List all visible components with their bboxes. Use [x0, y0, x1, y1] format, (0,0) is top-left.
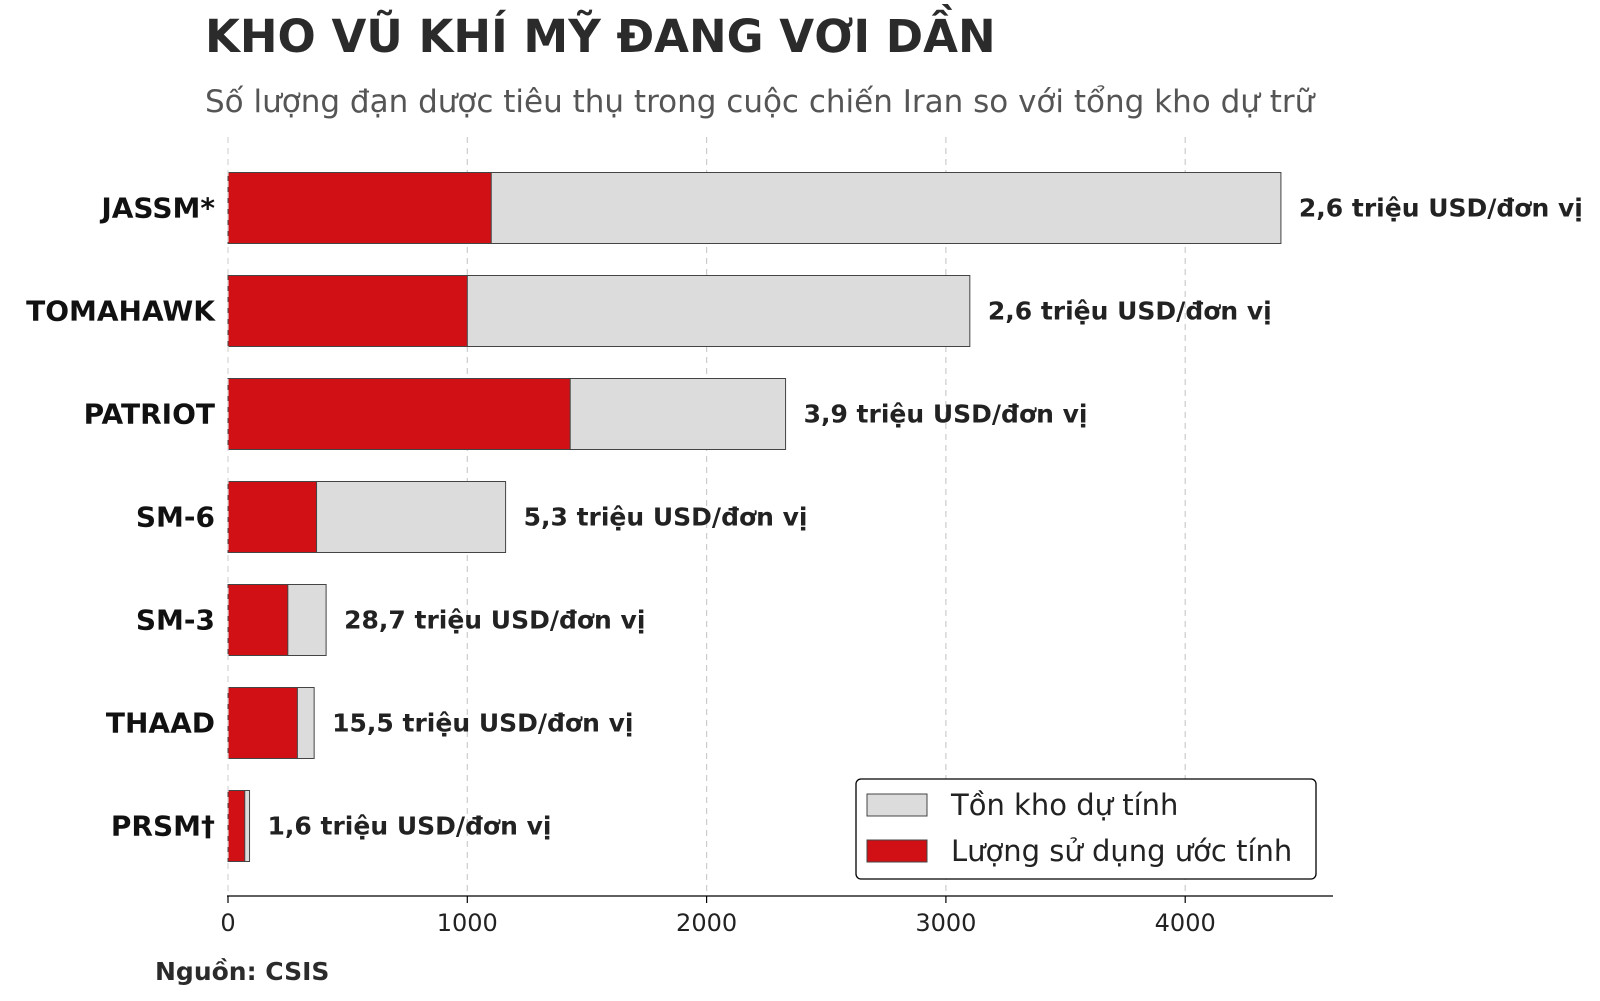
legend-swatch	[866, 793, 928, 817]
category-label: SM-6	[136, 501, 215, 534]
x-tick-label: 3000	[915, 909, 976, 937]
category-label: SM-3	[136, 604, 215, 637]
data-label: 2,6 triệu USD/đơn vị	[988, 297, 1272, 326]
labels: JASSM* 2,6 triệu USD/đơn vị TOMAHAWK 2,6 tr…	[26, 192, 1583, 843]
used-bar	[227, 687, 298, 759]
chart-title: KHO VŨ KHÍ MỸ ĐANG VƠI DẦN	[205, 10, 996, 63]
category-label: PATRIOT	[84, 398, 215, 431]
x-tick-label: 1000	[437, 909, 498, 937]
bars	[227, 172, 1282, 862]
legend: Tồn kho dự tính Lượng sử dụng ước tính	[855, 778, 1317, 880]
used-bar	[227, 378, 571, 450]
used-bar	[227, 790, 246, 862]
used-bar	[227, 481, 318, 553]
source-note: Nguồn: CSIS	[155, 957, 330, 986]
category-label: PRSM†	[111, 810, 215, 843]
used-bar	[227, 172, 492, 244]
category-label: THAAD	[106, 707, 215, 740]
legend-box	[855, 778, 1317, 880]
x-tick-label: 2000	[676, 909, 737, 937]
category-label: JASSM*	[99, 192, 215, 225]
data-label: 15,5 triệu USD/đơn vị	[332, 709, 633, 738]
data-label: 5,3 triệu USD/đơn vị	[524, 503, 808, 532]
data-label: 3,9 triệu USD/đơn vị	[804, 400, 1088, 429]
legend-swatch	[866, 839, 928, 863]
data-label: 28,7 triệu USD/đơn vị	[344, 606, 645, 635]
category-label: TOMAHAWK	[26, 295, 216, 328]
data-label: 1,6 triệu USD/đơn vị	[268, 812, 552, 841]
x-tick-label: 0	[220, 909, 235, 937]
chart-subtitle: Số lượng đạn dược tiêu thụ trong cuộc ch…	[205, 84, 1315, 120]
data-label: 2,6 triệu USD/đơn vị	[1299, 194, 1583, 223]
legend-label: Lượng sử dụng ước tính	[951, 834, 1292, 868]
used-bar	[227, 275, 468, 347]
legend-label: Tồn kho dự tính	[950, 788, 1178, 822]
x-tick-label: 4000	[1155, 909, 1216, 937]
used-bar	[227, 584, 289, 656]
x-axis: 0 1000 2000 3000 4000	[220, 137, 1333, 937]
